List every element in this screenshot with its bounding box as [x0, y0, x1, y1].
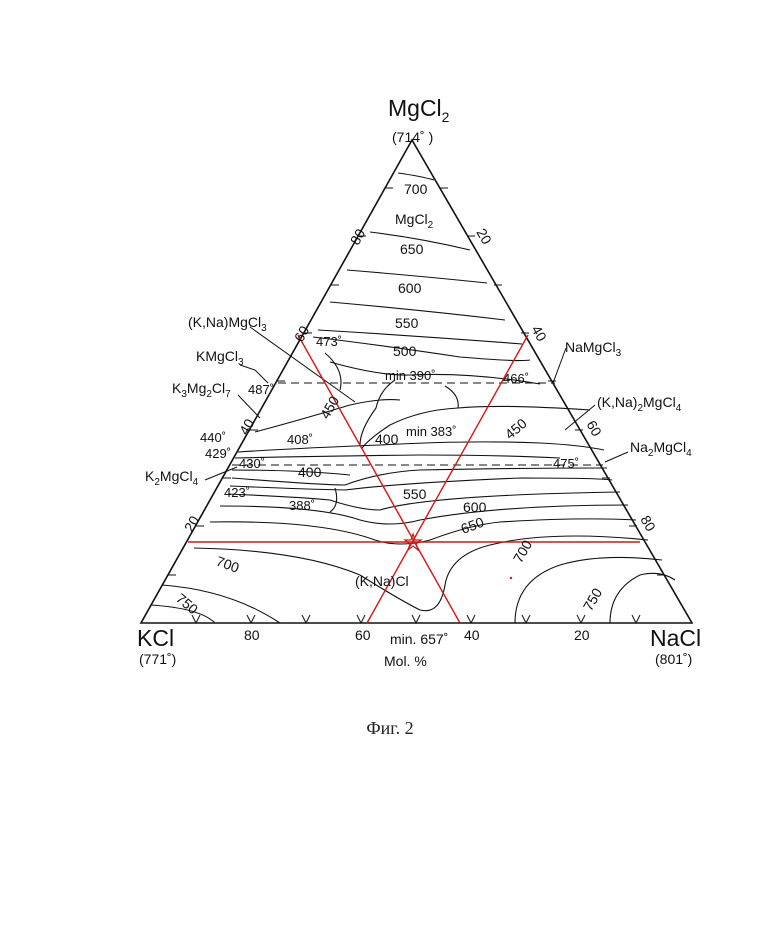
- isotherm-label: 450: [502, 415, 530, 442]
- right-tick-40: 40: [528, 323, 550, 345]
- red-dot: [510, 577, 512, 579]
- bottom-tick-60: 60: [355, 627, 371, 643]
- vertex-left-temp: (771˚): [139, 651, 176, 667]
- field-label-min383: min 383˚: [406, 424, 457, 439]
- right-tick-80: 80: [637, 513, 659, 535]
- bottom-min-label: min. 657˚: [390, 631, 448, 647]
- isotherm-label: 650: [459, 514, 487, 537]
- point-temp: 466˚: [503, 371, 529, 386]
- compound-label-kna2mgcl4: (K,Na)2MgCl4: [597, 394, 682, 414]
- isotherm-label: 600: [398, 280, 422, 296]
- compound-label-k3mg2cl7: K3Mg2Cl7: [172, 380, 231, 400]
- figure-caption: Фиг. 2: [0, 718, 780, 739]
- point-temp: 388˚: [289, 498, 315, 513]
- bottom-tick-80: 80: [244, 627, 260, 643]
- vertex-top-temp: (714˚ ): [392, 129, 433, 145]
- field-label-kna-cl: (K,Na)Cl: [355, 573, 409, 589]
- isotherm-label: 700: [214, 553, 242, 576]
- compound-label-k2mgcl4: K2MgCl4: [145, 468, 199, 488]
- right-tick-60: 60: [583, 418, 605, 440]
- point-temp: 475˚: [553, 456, 579, 471]
- left-tick-60: 60: [291, 323, 313, 345]
- left-tick-80: 80: [347, 226, 369, 248]
- bottom-tick-40: 40: [464, 627, 480, 643]
- left-tick-20: 20: [181, 513, 203, 535]
- compound-label-na2mgcl4: Na2MgCl4: [630, 439, 692, 459]
- vertex-right-temp: (801˚): [655, 651, 692, 667]
- isotherm-label: 700: [404, 181, 428, 197]
- point-temp: 440˚: [200, 430, 226, 445]
- isotherm-label: 400: [298, 464, 322, 480]
- point-temp: 408˚: [287, 432, 313, 447]
- isotherm-label: 550: [395, 315, 419, 331]
- compound-label-namgcl3: NaMgCl3: [565, 339, 622, 359]
- vertex-top-label: MgCl2: [388, 95, 450, 125]
- isotherm-label: 650: [400, 241, 424, 257]
- point-temp: 423˚: [224, 485, 250, 500]
- field-label-min390: min 390˚: [385, 368, 436, 383]
- isotherm-label: 600: [463, 499, 487, 515]
- vertex-left-label: KCl: [137, 625, 174, 651]
- isotherm-label: 450: [317, 393, 343, 421]
- point-temp: 487˚: [248, 382, 274, 397]
- right-tick-20: 20: [473, 226, 495, 248]
- bottom-tick-20: 20: [574, 627, 590, 643]
- field-label-mgcl2: MgCl2: [395, 211, 434, 231]
- isotherm-label: 750: [580, 585, 606, 613]
- point-temp: 473˚: [316, 334, 342, 349]
- vertex-right-label: NaCl: [650, 625, 701, 651]
- isotherm-label: 400: [375, 431, 399, 447]
- left-tick-40: 40: [236, 416, 258, 438]
- isotherm-label: 550: [403, 486, 427, 502]
- point-temp: 430˚: [239, 456, 265, 471]
- compound-label-kmgcl3: KMgCl3: [196, 348, 244, 368]
- unit-label: Mol. %: [384, 653, 427, 669]
- point-temp: 429˚: [205, 446, 231, 461]
- isotherm-label: 500: [393, 343, 417, 359]
